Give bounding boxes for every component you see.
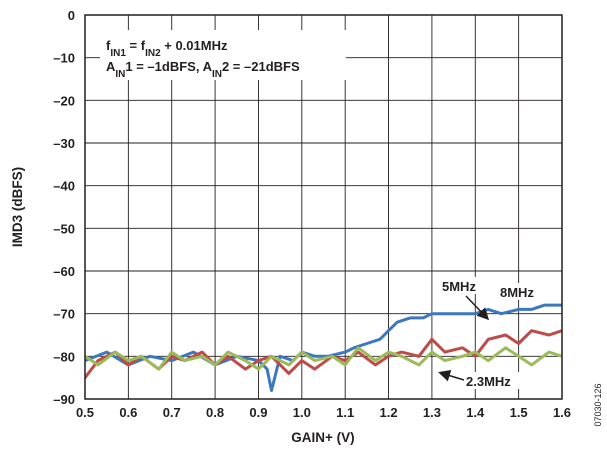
x-tick-label: 0.6 — [119, 405, 137, 420]
freq-mid: = f — [126, 38, 146, 53]
y-tick-label: –10 — [53, 51, 75, 66]
freq-tail: + 0.01MHz — [161, 38, 228, 53]
amp-annotation: AIN1 = –1dBFS, AIN2 = –21dBFS — [106, 59, 300, 80]
arrow-2-3mhz — [438, 369, 465, 382]
amp-a1: A — [106, 59, 116, 74]
y-axis-title: IMD3 (dBFS) — [10, 167, 25, 247]
y-tick-labels: 0 –10 –20 –30 –40 –50 –60 –70 –80 –90 — [53, 8, 75, 407]
x-tick-label: 1.2 — [380, 405, 398, 420]
y-tick-label: –90 — [53, 392, 75, 407]
x-tick-label: 0.9 — [249, 405, 267, 420]
y-tick-label: –60 — [53, 264, 75, 279]
x-tick-label: 1.3 — [423, 405, 441, 420]
series-line-2-3mhz — [85, 346, 562, 371]
x-tick-label: 0.7 — [163, 405, 181, 420]
figure-id: 07030-126 — [593, 383, 603, 426]
y-tick-label: –30 — [53, 136, 75, 151]
y-tick-label: –70 — [53, 307, 75, 322]
arrow-5mhz — [465, 295, 490, 321]
y-tick-label: –20 — [53, 93, 75, 108]
y-tick-label: –50 — [53, 221, 75, 236]
x-tick-label: 1.0 — [293, 405, 311, 420]
freq-f1: f — [106, 38, 111, 53]
amp-a1-tail: 1 = –1dBFS, A — [125, 59, 212, 74]
y-tick-label: –40 — [53, 179, 75, 194]
x-tick-label: 0.8 — [206, 405, 224, 420]
series-label-2-3mhz: 2.3MHz — [466, 374, 511, 389]
amp-a2-tail: 2 = –21dBFS — [222, 59, 300, 74]
y-tick-label: –80 — [53, 349, 75, 364]
y-tick-label: 0 — [68, 8, 75, 23]
x-axis-title: GAIN+ (V) — [291, 430, 354, 445]
x-tick-label: 1.6 — [553, 405, 571, 420]
freq-f1-sub: IN1 — [110, 48, 126, 59]
label-8mhz-bg — [498, 283, 546, 300]
amp-a2-sub: IN — [212, 69, 222, 80]
series-label-8mhz: 8MHz — [500, 285, 534, 300]
freq-f2-sub: IN2 — [145, 48, 161, 59]
amp-a1-sub: IN — [115, 69, 125, 80]
plot-frame — [84, 14, 563, 400]
label-5mhz-bg — [440, 277, 484, 294]
freq-annotation: fIN1 = fIN2 + 0.01MHz — [106, 38, 228, 59]
label-2-3mhz-bg — [464, 372, 520, 389]
x-tick-label: 0.5 — [76, 405, 94, 420]
series-label-5mhz: 5MHz — [442, 279, 476, 294]
x-tick-label: 1.1 — [336, 405, 354, 420]
x-tick-label: 1.4 — [466, 405, 485, 420]
annotation-box — [100, 30, 346, 80]
x-tick-labels: 0.5 0.6 0.7 0.8 0.9 1.0 1.1 1.2 1.3 1.4 1.5 1.6 — [76, 405, 571, 420]
x-tick-label: 1.5 — [510, 405, 528, 420]
